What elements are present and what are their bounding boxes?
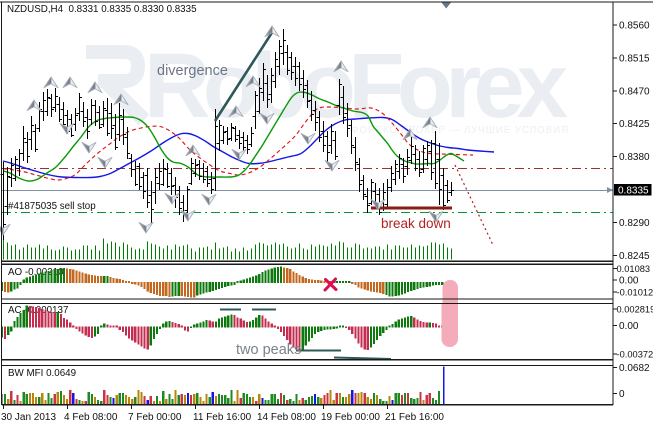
- svg-text:0.8425: 0.8425: [619, 119, 650, 130]
- svg-text:0.8515: 0.8515: [619, 53, 650, 64]
- svg-text:two peaks: two peaks: [236, 342, 301, 358]
- svg-text:30 Jan 2013: 30 Jan 2013: [1, 412, 56, 423]
- svg-text:0.0682: 0.0682: [619, 363, 650, 374]
- svg-text:4 Feb 08:00: 4 Feb 08:00: [64, 412, 118, 423]
- svg-text:0.8290: 0.8290: [619, 218, 650, 229]
- svg-text:0.8560: 0.8560: [619, 21, 650, 32]
- svg-text:-0.01012: -0.01012: [617, 288, 653, 298]
- svg-text:7 Feb 00:00: 7 Feb 00:00: [128, 412, 182, 423]
- svg-text:0.8335: 0.8335: [618, 186, 649, 197]
- svg-text:14 Feb 08:00: 14 Feb 08:00: [257, 412, 316, 423]
- svg-text:BW MFI 0.0649: BW MFI 0.0649: [8, 368, 76, 379]
- svg-text:-0.00372: -0.00372: [617, 350, 653, 360]
- svg-text:0.00: 0.00: [619, 275, 639, 286]
- svg-text:19 Feb 00:00: 19 Feb 00:00: [321, 412, 380, 423]
- svg-text:0.8380: 0.8380: [619, 152, 650, 163]
- svg-text:break down: break down: [381, 216, 451, 231]
- svg-text:0.01083: 0.01083: [617, 264, 651, 274]
- svg-text:0.002819: 0.002819: [617, 305, 653, 315]
- svg-text:21 Feb 16:00: 21 Feb 16:00: [385, 412, 444, 423]
- svg-text:RoboForex: RoboForex: [144, 35, 568, 137]
- svg-text:AO -0.00210: AO -0.00210: [8, 267, 64, 278]
- svg-text:0.8245: 0.8245: [619, 251, 650, 262]
- svg-text:0: 0: [619, 389, 625, 400]
- svg-text:11 Feb 16:00: 11 Feb 16:00: [193, 412, 252, 423]
- svg-text:0.00: 0.00: [619, 321, 639, 332]
- svg-text:NZDUSD,H4 0.8331 0.8335 0.833: NZDUSD,H4 0.8331 0.8335 0.8330 0.8335: [7, 4, 197, 15]
- svg-text:#41875035 sell stop: #41875035 sell stop: [8, 201, 96, 212]
- svg-text:divergence: divergence: [157, 63, 228, 79]
- svg-text:ФОРЕКС БРОКЕР — ЛУЧШИЕ УСЛОВИЯ: ФОРЕКС БРОКЕР — ЛУЧШИЕ УСЛОВИЯ: [351, 125, 569, 136]
- svg-text:0.8470: 0.8470: [619, 86, 650, 97]
